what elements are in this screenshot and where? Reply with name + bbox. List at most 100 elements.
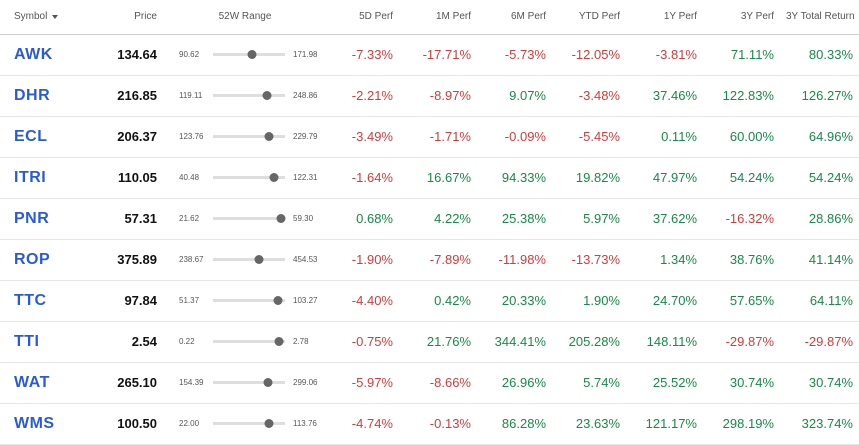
1m-perf-cell: -8.66%	[399, 362, 477, 404]
table-row[interactable]: DHR 216.85 119.11 248.86 -2.21% -8.97% 9.07% -3…	[0, 75, 859, 117]
range-cell: 21.62 59.30	[163, 198, 327, 240]
3y-perf-cell: -16.32%	[703, 198, 780, 240]
price-cell: 110.05	[95, 157, 163, 199]
6m-perf-cell: -11.98%	[477, 239, 552, 281]
6m-perf-cell: 26.96%	[477, 362, 552, 404]
ytd-perf-cell: -12.05%	[552, 34, 626, 76]
symbol-link[interactable]: ITRI	[14, 168, 47, 186]
ytd-perf-cell: 1.90%	[552, 280, 626, 322]
ytd-perf-cell: 205.28%	[552, 321, 626, 363]
table-row[interactable]: ECL 206.37 123.76 229.79 -3.49% -1.71% -0.09% -…	[0, 116, 859, 158]
symbol-link[interactable]: TTC	[14, 291, 47, 309]
symbol-link[interactable]: TTI	[14, 332, 40, 350]
1y-perf-cell: 25.52%	[626, 362, 703, 404]
1y-perf-cell: 24.70%	[626, 280, 703, 322]
range-high: 248.86	[293, 91, 318, 100]
1y-perf-cell: 1.34%	[626, 239, 703, 281]
header-6m-perf[interactable]: 6M Perf	[477, 0, 552, 35]
header-price[interactable]: Price	[95, 0, 163, 35]
table-row[interactable]: TTC 97.84 51.37 103.27 -4.40% 0.42% 20.33% 1.90…	[0, 280, 859, 322]
range-marker	[264, 132, 274, 141]
3y-perf-cell: -29.87%	[703, 321, 780, 363]
52w-range-bar: 123.76 229.79	[179, 132, 321, 141]
symbol-cell: WAT	[0, 362, 95, 404]
range-low: 0.22	[179, 337, 195, 346]
ytd-perf-cell: -13.73%	[552, 239, 626, 281]
symbol-cell: ECL	[0, 116, 95, 158]
52w-range-bar: 0.22 2.78	[179, 337, 321, 346]
5d-perf-cell: -1.64%	[327, 157, 399, 199]
1m-perf-cell: -7.89%	[399, 239, 477, 281]
range-low: 154.39	[179, 378, 204, 387]
range-marker	[273, 296, 283, 305]
symbol-link[interactable]: WAT	[14, 373, 50, 391]
range-high: 122.31	[293, 173, 318, 182]
table-row[interactable]: TTI 2.54 0.22 2.78 -0.75% 21.76% 344.41% 205.28…	[0, 321, 859, 363]
header-ytd-perf[interactable]: YTD Perf	[552, 0, 626, 35]
range-low: 21.62	[179, 214, 200, 223]
range-marker	[274, 337, 284, 346]
header-symbol[interactable]: Symbol	[0, 0, 95, 35]
1m-perf-cell: -8.97%	[399, 75, 477, 117]
range-low: 123.76	[179, 132, 204, 141]
1m-perf-cell: -1.71%	[399, 116, 477, 158]
table-row[interactable]: ROP 375.89 238.67 454.53 -1.90% -7.89% -11.98%…	[0, 239, 859, 281]
3y-perf-cell: 71.11%	[703, 34, 780, 76]
range-track	[213, 173, 285, 182]
range-high: 113.76	[293, 419, 317, 428]
range-track	[213, 337, 285, 346]
range-cell: 40.48 122.31	[163, 157, 327, 199]
table-row[interactable]: ITRI 110.05 40.48 122.31 -1.64% 16.67% 94.33% 1…	[0, 157, 859, 199]
3y-perf-cell: 54.24%	[703, 157, 780, 199]
table-row[interactable]: WAT 265.10 154.39 299.06 -5.97% -8.66% 26.96% 5…	[0, 362, 859, 404]
6m-perf-cell: 94.33%	[477, 157, 552, 199]
6m-perf-cell: -0.09%	[477, 116, 552, 158]
header-5d-perf[interactable]: 5D Perf	[327, 0, 399, 35]
sort-caret-down-icon	[52, 14, 59, 19]
1y-perf-cell: 47.97%	[626, 157, 703, 199]
range-low: 238.67	[179, 255, 204, 264]
ytd-perf-cell: -3.48%	[552, 75, 626, 117]
price-cell: 375.89	[95, 239, 163, 281]
6m-perf-cell: -5.73%	[477, 34, 552, 76]
header-3y-perf[interactable]: 3Y Perf	[703, 0, 780, 35]
range-track	[213, 255, 285, 264]
3y-total-return-cell: 28.86%	[780, 198, 859, 240]
table-row[interactable]: PNR 57.31 21.62 59.30 0.68% 4.22% 25.38% 5.97% 3…	[0, 198, 859, 240]
1y-perf-cell: 0.11%	[626, 116, 703, 158]
symbol-link[interactable]: AWK	[14, 45, 53, 63]
range-track	[213, 296, 285, 305]
range-high: 299.06	[293, 378, 318, 387]
header-3y-total-return[interactable]: 3Y Total Return	[780, 0, 859, 35]
header-1m-perf[interactable]: 1M Perf	[399, 0, 477, 35]
range-marker	[269, 173, 279, 182]
header-52w-range[interactable]: 52W Range	[163, 0, 327, 35]
5d-perf-cell: 0.68%	[327, 198, 399, 240]
range-marker	[262, 91, 272, 100]
range-low: 51.37	[179, 296, 200, 305]
5d-perf-cell: -3.49%	[327, 116, 399, 158]
6m-perf-cell: 25.38%	[477, 198, 552, 240]
1m-perf-cell: 16.67%	[399, 157, 477, 199]
ytd-perf-cell: 5.97%	[552, 198, 626, 240]
range-track	[213, 50, 285, 59]
1y-perf-cell: 148.11%	[626, 321, 703, 363]
6m-perf-cell: 9.07%	[477, 75, 552, 117]
range-marker	[276, 214, 286, 223]
52w-range-bar: 238.67 454.53	[179, 255, 321, 264]
header-1y-perf[interactable]: 1Y Perf	[626, 0, 703, 35]
range-marker	[247, 50, 257, 59]
3y-total-return-cell: 54.24%	[780, 157, 859, 199]
6m-perf-cell: 344.41%	[477, 321, 552, 363]
52w-range-bar: 154.39 299.06	[179, 378, 321, 387]
range-track	[213, 214, 286, 223]
3y-total-return-cell: 126.27%	[780, 75, 859, 117]
5d-perf-cell: -4.40%	[327, 280, 399, 322]
symbol-link[interactable]: WMS	[14, 414, 55, 432]
symbol-link[interactable]: DHR	[14, 86, 51, 104]
table-row[interactable]: AWK 134.64 90.62 171.98 -7.33% -17.71% -5.73% -…	[0, 34, 859, 76]
1m-perf-cell: 21.76%	[399, 321, 477, 363]
symbol-link[interactable]: PNR	[14, 209, 50, 227]
symbol-link[interactable]: ROP	[14, 250, 51, 268]
symbol-link[interactable]: ECL	[14, 127, 48, 145]
